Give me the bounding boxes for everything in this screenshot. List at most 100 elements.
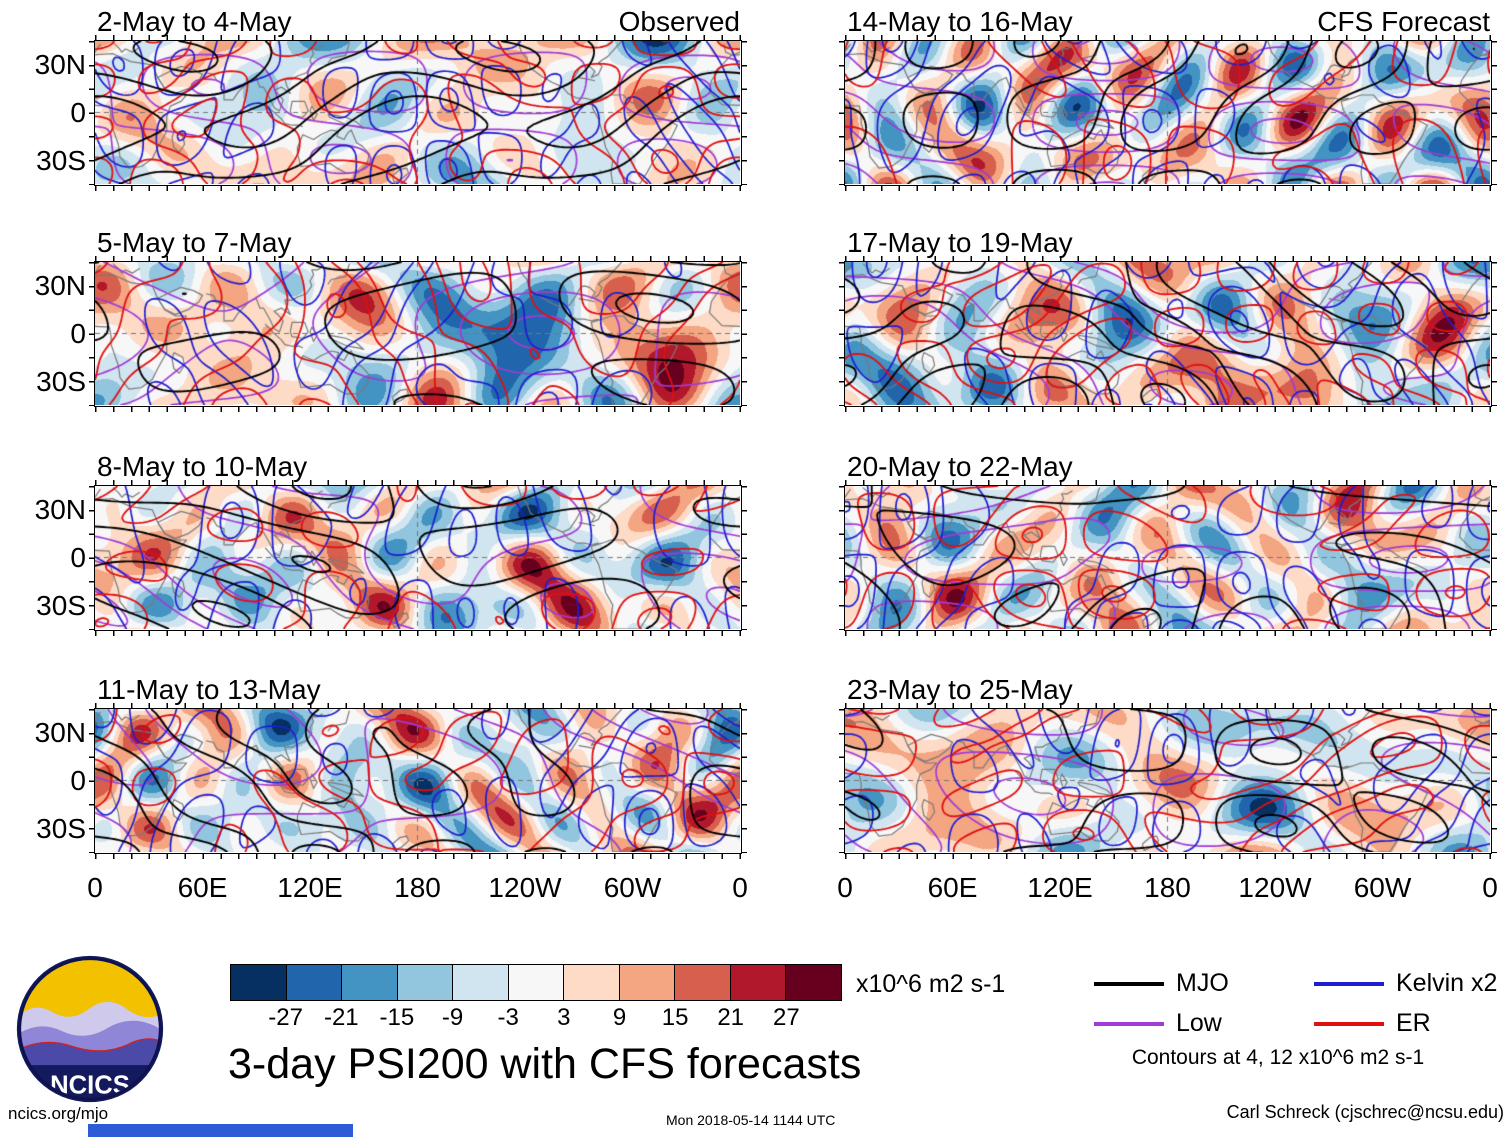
tick-marks [95,630,741,636]
colorbar-unit-label: x10^6 m2 s-1 [856,970,1006,998]
colorbar-tick-label: -9 [441,1004,464,1031]
colorbar-tick-label: 9 [612,1004,627,1031]
column-header-observed: Observed [618,6,740,37]
legend-contour-note: Contours at 4, 12 x10^6 m2 s-1 [1131,1046,1425,1069]
ytick-eq: 0 [70,318,86,349]
colorbar-tick-label: 3 [557,1004,571,1031]
figure-title: 3-day PSI200 with CFS forecasts [228,1040,862,1088]
colorbar-cell [453,965,509,1000]
tick-marks [741,41,747,185]
ytick-30n: 30N [34,49,86,80]
legend-label-low: Low [1176,1009,1222,1037]
tick-marks [839,486,845,630]
colorbar-cell [675,965,731,1000]
xtick-60w: 60W [603,872,662,903]
tick-marks [95,480,741,486]
tick-marks [845,35,1491,41]
tick-marks [845,853,1491,859]
map-canvas-observed-2 [95,262,740,405]
tick-marks [89,709,95,853]
tick-marks [845,185,1491,191]
map-canvas-forecast-2 [845,262,1490,405]
ncics-logo-image: NCICS [16,955,164,1103]
ytick-30s: 30S [36,590,86,621]
xtick-120e: 120E [1027,872,1093,903]
map-canvas-forecast-4 [845,709,1490,852]
xtick-180: 180 [394,872,441,903]
tick-marks [741,262,747,406]
tick-marks [839,709,845,853]
tick-marks [89,486,95,630]
map-canvas-observed-3 [95,486,740,629]
colorbar-cell [231,965,287,1000]
column-header-cfs-forecast: CFS Forecast [1317,6,1490,37]
colorbar-cell [786,965,842,1000]
xtick-180: 180 [1144,872,1191,903]
colorbar-cell [619,965,676,1000]
map-panel-forecast-3 [839,480,1497,636]
tick-marks [839,41,845,185]
xtick-120e: 120E [277,872,343,903]
tick-marks [845,703,1491,709]
panel-title-forecast-3: 20-May to 22-May [847,451,1073,482]
tick-marks [845,406,1491,412]
panel-title-forecast-2: 17-May to 19-May [847,227,1073,258]
panel-title-observed-1: 2-May to 4-May [97,6,292,37]
panel-title-observed-3: 8-May to 10-May [97,451,308,482]
xtick-0: 0 [87,872,103,903]
colorbar-cell [342,965,398,1000]
tick-marks [845,256,1491,262]
colorbar-tick-label: 21 [717,1004,745,1031]
tick-marks [95,703,741,709]
tick-marks [845,630,1491,636]
legend-line-er [1314,1022,1384,1026]
ytick-30n: 30N [34,717,86,748]
tick-marks [741,486,747,630]
colorbar-labels: -27 -21 -15 -9 -3 3 9 15 21 27 [230,1004,842,1034]
colorbar-cell [286,965,343,1000]
tick-marks [95,256,741,262]
map-panel-forecast-1 [839,35,1497,191]
map-panel-observed-1 [89,35,747,191]
xtick-120w: 120W [488,872,562,903]
ytick-eq: 0 [70,97,86,128]
legend-line-low [1094,1022,1164,1026]
footer-site: ncics.org/mjo [8,1104,109,1123]
colorbar-cell [730,965,787,1000]
map-panel-forecast-2 [839,256,1497,412]
tick-marks [1491,486,1497,630]
tick-marks [89,41,95,185]
xtick-0: 0 [837,872,853,903]
map-canvas-forecast-3 [845,486,1490,629]
xtick-0: 0 [1482,872,1498,903]
tick-marks [95,35,741,41]
map-panel-observed-4 [89,703,747,859]
panel-title-forecast-1: 14-May to 16-May [847,6,1073,37]
colorbar-cell [508,965,565,1000]
map-canvas-observed-1 [95,41,740,184]
panel-title-observed-4: 11-May to 13-May [97,674,321,705]
map-canvas-observed-4 [95,709,740,852]
colorbar-tick-label: -3 [497,1004,519,1031]
tick-marks [95,406,741,412]
xtick-120w: 120W [1238,872,1312,903]
tick-marks [1491,709,1497,853]
colorbar-tick-label: -27 [268,1004,303,1031]
tick-marks [1491,41,1497,185]
ytick-30s: 30S [36,366,86,397]
tick-marks [839,262,845,406]
tick-marks [1491,262,1497,406]
panel-title-forecast-4: 23-May to 25-May [847,674,1073,705]
ytick-eq: 0 [70,765,86,796]
tick-marks [845,480,1491,486]
legend-line-mjo [1094,982,1164,986]
colorbar-cell [397,965,454,1000]
colorbar-tick-label: 27 [773,1004,800,1031]
ytick-30s: 30S [36,145,86,176]
tick-marks [95,185,741,191]
colorbar-tick-label: -15 [379,1004,415,1031]
map-canvas-forecast-1 [845,41,1490,184]
tick-marks [89,262,95,406]
map-panel-observed-3 [89,480,747,636]
